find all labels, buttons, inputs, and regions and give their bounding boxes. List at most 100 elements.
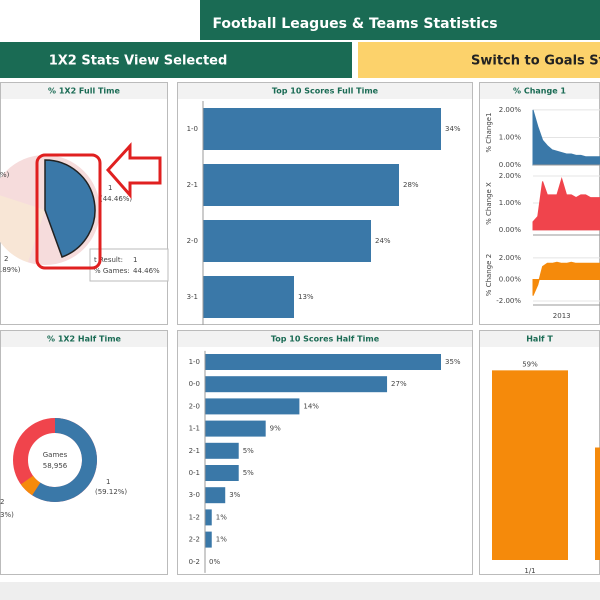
y-tick-label: 1.00%: [499, 199, 522, 207]
footer-bar: [0, 582, 600, 600]
panel-header: [1, 83, 167, 99]
value-label: 13%: [298, 293, 314, 301]
tooltip-key: t Result:: [94, 256, 123, 264]
selected-button-label[interactable]: 1X2 Stats View Selected: [49, 54, 228, 69]
value-label: 14%: [303, 402, 319, 410]
y-axis-label: % Change1: [485, 112, 493, 152]
bar: [205, 420, 266, 437]
value-label: 24%: [375, 237, 391, 245]
bar: [595, 447, 600, 560]
bar: [203, 220, 371, 262]
area: [532, 109, 600, 166]
partial-label: 2: [4, 255, 8, 263]
partial-label: %): [0, 171, 10, 179]
panel-title: Half T: [526, 335, 553, 344]
value-label: 28%: [403, 181, 419, 189]
pie-background-slice: [0, 195, 45, 263]
bar: [492, 370, 568, 560]
bar: [205, 442, 239, 459]
panel-title: Top 10 Scores Full Time: [272, 87, 379, 96]
category-label: 1-0: [189, 358, 200, 366]
y-axis-label: % Change 2: [485, 254, 493, 296]
value-label: 5%: [243, 447, 254, 455]
value-label: 35%: [445, 358, 461, 366]
tooltip-value: 44.46%: [133, 267, 160, 275]
category-label: 1-2: [189, 513, 200, 521]
partial-label: 2: [0, 498, 4, 506]
y-tick-label: 2.00%: [499, 254, 522, 262]
category-label: 2-1: [189, 447, 200, 455]
panel-header: [1, 331, 167, 347]
category-label: 1-0: [187, 125, 198, 133]
category-label: 3-0: [189, 491, 200, 499]
panel-title: Top 10 Scores Half Time: [271, 335, 380, 344]
y-tick-label: 0.00%: [499, 226, 522, 234]
bar: [205, 487, 226, 504]
slice-category: 1: [106, 478, 110, 486]
switch-button-label[interactable]: Switch to Goals Stats: [471, 54, 600, 69]
bar: [203, 108, 441, 150]
y-tick-label: 0.00%: [499, 161, 522, 169]
y-tick-label: -2.00%: [496, 297, 521, 305]
value-label: 0%: [209, 558, 220, 566]
value-label: 1%: [216, 513, 227, 521]
tooltip-key: % Games:: [94, 267, 130, 275]
category-label: 3-1: [187, 293, 198, 301]
value-label: 9%: [270, 425, 281, 433]
highlight-arrow: [105, 142, 162, 199]
center-label: Games: [43, 451, 68, 459]
category-label: 0-1: [189, 469, 200, 477]
value-label: 3%: [229, 491, 240, 499]
donut-slice: [32, 418, 98, 502]
category-label: 0-0: [189, 380, 200, 388]
x-tick-label: 2013: [553, 312, 571, 320]
area: [532, 261, 600, 296]
switch-button[interactable]: [358, 42, 600, 78]
panel-header: [178, 331, 472, 347]
bar: [205, 398, 300, 415]
bar: [205, 509, 212, 526]
bar: [205, 465, 239, 481]
bar: [205, 531, 212, 548]
slice-category: 1: [108, 184, 112, 192]
panel-header: [178, 83, 472, 99]
area: [532, 176, 600, 231]
panel-title: % Change 1: [513, 87, 566, 96]
partial-label: 3%): [0, 511, 14, 519]
category-label: 1-1: [189, 425, 200, 433]
panel-header: [480, 331, 599, 347]
header-title: Football Leagues & Teams Statistics: [212, 16, 497, 32]
x-tick-label: 1/1: [524, 567, 535, 575]
category-label: 2-0: [189, 402, 200, 410]
pie-slice: [44, 159, 96, 258]
bar: [203, 276, 294, 318]
y-tick-label: 1.00%: [499, 133, 522, 141]
panel-header: [480, 83, 599, 99]
tooltip-value: 1: [133, 256, 137, 264]
value-label: 1%: [216, 536, 227, 544]
category-label: 2-1: [187, 181, 198, 189]
value-label: 27%: [391, 380, 407, 388]
y-tick-label: 2.00%: [499, 106, 522, 114]
panel-title: % 1X2 Full Time: [48, 87, 120, 96]
donut-background-slice: [20, 475, 41, 496]
selected-button[interactable]: [0, 42, 352, 78]
bar: [203, 164, 399, 206]
category-label: 2-2: [189, 536, 200, 544]
bar: [205, 376, 388, 393]
bar: [205, 354, 441, 370]
y-tick-label: 2.00%: [499, 172, 522, 180]
header-bar: [200, 0, 600, 40]
slice-label: (59.12%): [95, 488, 127, 496]
value-label: 59%: [522, 360, 538, 368]
value-label: 34%: [445, 125, 461, 133]
highlight-box: [35, 153, 102, 270]
category-label: 2-0: [187, 237, 198, 245]
tooltip: [89, 248, 169, 282]
y-tick-label: 0.00%: [499, 275, 522, 283]
panel-title: % 1X2 Half Time: [47, 335, 122, 344]
center-value: 58,956: [43, 462, 68, 470]
y-axis-label: % Change X: [485, 182, 493, 225]
category-label: 0-2: [189, 558, 200, 566]
